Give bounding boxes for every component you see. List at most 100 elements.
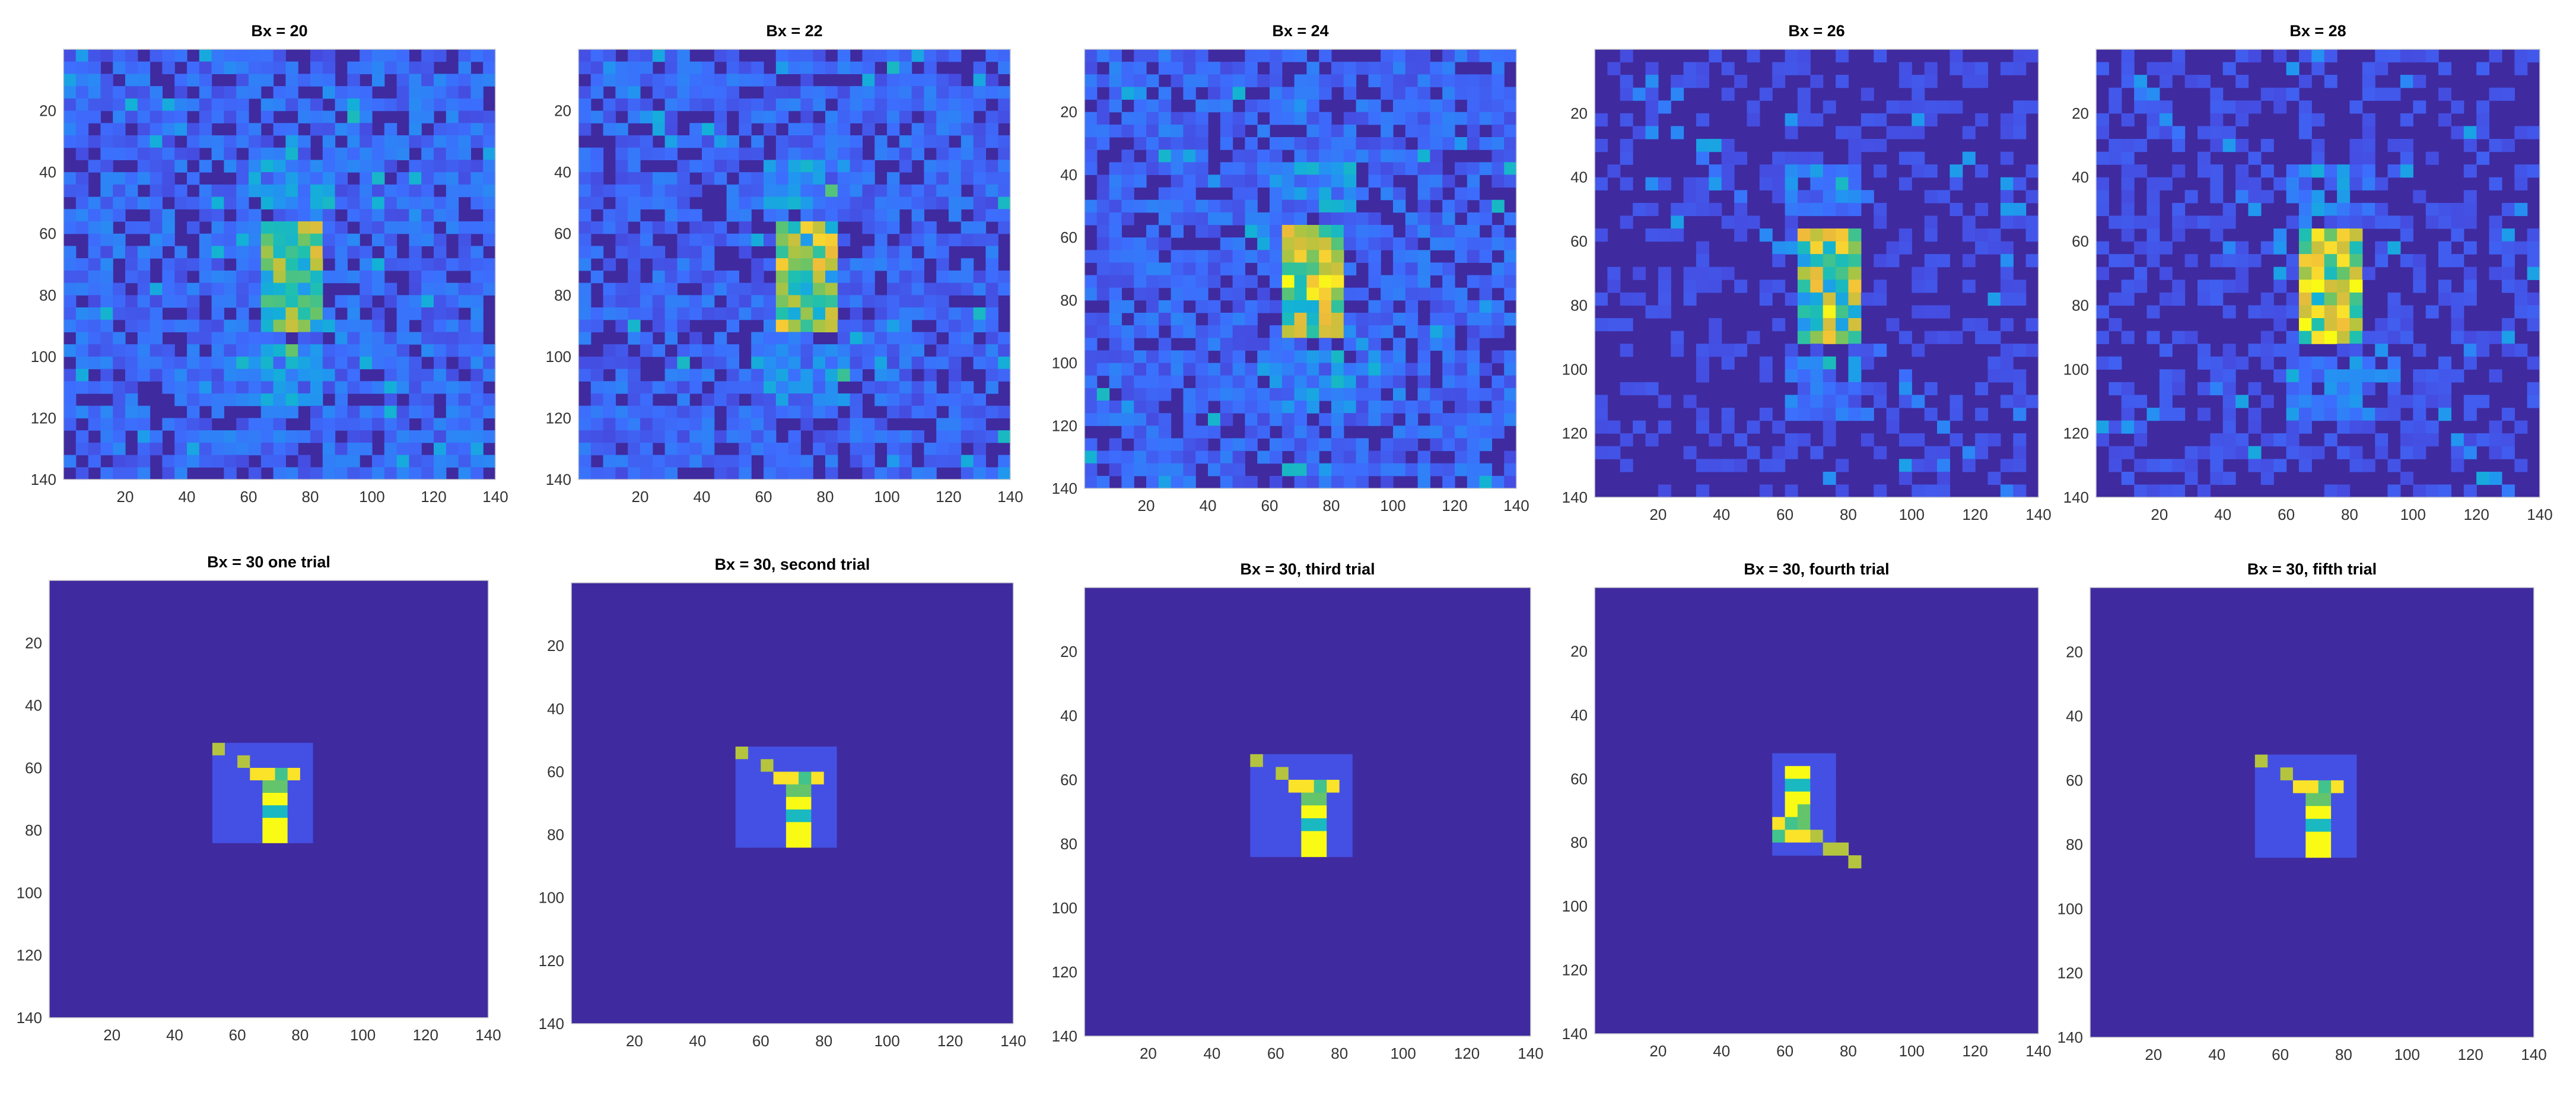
heatmap-cell	[590, 430, 604, 443]
heatmap-cell	[2463, 139, 2477, 153]
heatmap-cell	[800, 209, 813, 222]
heatmap-cell	[322, 209, 336, 222]
heatmap-cell	[1096, 124, 1110, 138]
heatmap-cell	[1301, 805, 1315, 819]
heatmap-cell	[825, 123, 838, 136]
heatmap-cell	[899, 61, 912, 74]
heatmap-cell	[1331, 150, 1344, 163]
heatmap-cell	[775, 319, 789, 332]
heatmap-cell	[1810, 408, 1824, 421]
heatmap-cell	[1146, 375, 1159, 389]
heatmap-cell	[936, 258, 949, 271]
heatmap-cell	[899, 270, 912, 284]
heatmap-cell	[409, 123, 422, 136]
heatmap-cell	[825, 344, 838, 357]
heatmap-cell	[949, 86, 962, 99]
heatmap-cell	[224, 393, 237, 407]
heatmap-cell	[1620, 75, 1633, 88]
heatmap-cell	[1886, 126, 1900, 139]
heatmap-cell	[862, 110, 875, 123]
heatmap-cell	[2451, 228, 2464, 242]
heatmap-cell	[2000, 241, 2014, 255]
heatmap-cell	[125, 258, 138, 271]
heatmap-cell	[2121, 408, 2135, 421]
heatmap-cell	[2248, 151, 2262, 165]
heatmap-cell	[2425, 395, 2439, 408]
heatmap-cell	[1085, 388, 1098, 401]
heatmap-cell	[2413, 382, 2426, 396]
heatmap-cell	[1937, 459, 1950, 472]
heatmap-cell	[1232, 350, 1245, 364]
heatmap-cell	[2311, 369, 2325, 383]
heatmap-cell	[1250, 831, 1264, 844]
heatmap-cell	[1785, 215, 1798, 229]
heatmap-cell	[1430, 174, 1443, 188]
heatmap-cell	[578, 49, 591, 62]
heatmap-cell	[236, 442, 249, 456]
y-tick-label: 40	[554, 163, 571, 181]
heatmap-cell	[1381, 150, 1394, 163]
heatmap-cell	[1245, 112, 1258, 125]
heatmap-cell	[1810, 356, 1824, 370]
heatmap-cell	[250, 830, 263, 843]
heatmap-cell	[409, 270, 422, 284]
heatmap-cell	[850, 135, 863, 148]
heatmap-cell	[1797, 779, 1811, 792]
heatmap-cell	[973, 282, 986, 296]
heatmap-cell	[788, 98, 801, 112]
heatmap-cell	[1294, 112, 1307, 125]
heatmap-cell	[911, 135, 924, 148]
heatmap-cell	[1405, 250, 1419, 263]
heatmap-cell	[1772, 151, 1786, 165]
heatmap-cell	[2387, 484, 2401, 498]
heatmap-cell	[2311, 292, 2325, 306]
heatmap-cell	[285, 172, 298, 185]
heatmap-cell	[850, 344, 863, 357]
heatmap-cell	[998, 430, 1011, 443]
heatmap-cell	[590, 196, 604, 209]
heatmap-cell	[850, 418, 863, 431]
heatmap-cell	[2159, 484, 2173, 498]
heatmap-cell	[88, 160, 101, 173]
heatmap-cell	[1467, 112, 1480, 125]
heatmap-cell	[615, 196, 628, 209]
heatmap-cell	[260, 246, 274, 259]
heatmap-cell	[63, 393, 77, 407]
heatmap-cell	[850, 147, 863, 160]
heatmap-cell	[310, 110, 323, 123]
heatmap-cell	[726, 86, 739, 99]
heatmap-cell	[2108, 87, 2122, 101]
heatmap-cell	[1848, 177, 1862, 190]
heatmap-cell	[88, 110, 101, 123]
heatmap-cell	[298, 282, 311, 296]
heatmap-cell	[775, 356, 789, 370]
heatmap-cell	[1417, 325, 1430, 338]
heatmap-cell	[973, 221, 986, 234]
heatmap-cell	[603, 455, 616, 468]
heatmap-cell	[1430, 74, 1443, 87]
heatmap-cell	[1924, 459, 1938, 472]
heatmap-cell	[421, 49, 434, 62]
x-tick-label: 120	[413, 1026, 438, 1044]
heatmap-cell	[1319, 350, 1332, 364]
heatmap-cell	[137, 110, 151, 123]
heatmap-cell	[470, 442, 484, 456]
heatmap-cell	[1294, 262, 1307, 276]
heatmap-cell	[825, 467, 838, 480]
heatmap-cell	[751, 356, 764, 370]
heatmap-cell	[689, 405, 702, 418]
x-tick-label: 20	[1140, 1044, 1157, 1062]
heatmap-cell	[174, 282, 187, 296]
heatmap-cell	[775, 172, 789, 185]
heatmap-cell	[1306, 463, 1319, 477]
heatmap-cell	[137, 332, 151, 345]
heatmap-cell	[384, 123, 397, 136]
heatmap-cell	[372, 147, 385, 160]
heatmap-cell	[788, 123, 801, 136]
heatmap-cell	[1696, 62, 1709, 75]
heatmap-cell	[1171, 250, 1184, 263]
heatmap-cell	[800, 319, 813, 332]
heatmap-cell	[1924, 382, 1938, 396]
heatmap-cell	[2121, 177, 2135, 190]
x-tick-label: 20	[626, 1032, 643, 1050]
